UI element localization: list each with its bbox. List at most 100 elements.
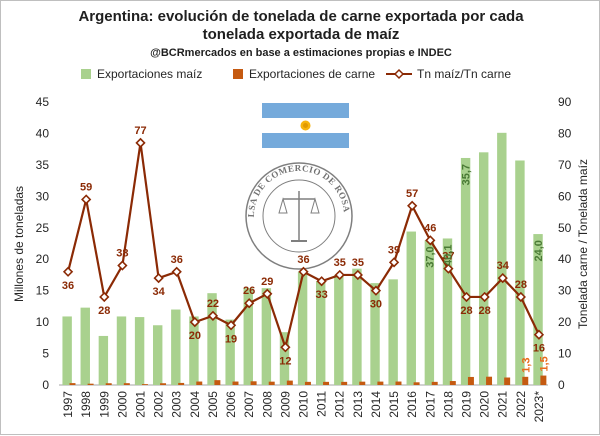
- maize-data-label: 35,7: [461, 164, 473, 185]
- ratio-data-label: 35: [334, 257, 346, 269]
- ratio-point: [189, 316, 200, 328]
- ratio-point: [497, 272, 508, 284]
- maize-bar: [370, 283, 380, 385]
- x-tick-label: 2008: [260, 391, 274, 418]
- x-tick-label: 2007: [242, 391, 256, 418]
- beef-bar: [286, 380, 293, 385]
- beef-bar: [359, 381, 366, 385]
- ratio-point: [425, 235, 436, 246]
- legend-beef-swatch: [233, 69, 243, 79]
- y-axis-title: Millones de toneladas: [12, 186, 26, 302]
- x-tick-label: 2012: [333, 391, 347, 418]
- y2-tick-label: 40: [558, 252, 572, 266]
- beef-bar: [377, 381, 384, 385]
- ratio-point: [515, 291, 526, 303]
- maize-bar: [152, 325, 163, 385]
- ratio-data-label: 77: [134, 125, 146, 137]
- x-tick-label: 2021: [496, 391, 510, 418]
- legend-beef-label: Exportaciones de carne: [249, 67, 375, 81]
- beef-bar: [250, 381, 257, 385]
- y2-tick-label: 70: [558, 158, 572, 172]
- x-tick-label: 2018: [441, 391, 455, 418]
- beef-bar: [232, 381, 239, 385]
- y-tick-label: 10: [36, 315, 50, 329]
- legend: Exportaciones maíz Exportaciones de carn…: [81, 67, 511, 81]
- ratio-data-label: 28: [478, 305, 490, 317]
- x-tick-label: 2004: [188, 391, 202, 418]
- y2-axis-title: Tonelada carne / Tonelada maíz: [576, 159, 590, 329]
- ratio-data-label: 36: [297, 254, 309, 266]
- y2-tick-label: 60: [558, 189, 572, 203]
- bars: [62, 132, 547, 385]
- beef-bar: [395, 381, 402, 385]
- ratio-data-label: 28: [460, 305, 472, 317]
- maize-bar: [62, 316, 72, 385]
- beef-bar: [123, 383, 130, 385]
- maize-bar: [116, 316, 127, 385]
- beef-bar: [540, 375, 547, 385]
- ratio-point: [352, 269, 363, 281]
- ratio-point: [62, 266, 74, 277]
- beef-data-label: 1,3: [520, 358, 532, 373]
- ratio-point: [135, 137, 146, 149]
- ratio-data-label: 16: [533, 343, 545, 355]
- y-tick-label: 40: [36, 126, 50, 140]
- maize-bar: [315, 281, 326, 385]
- maize-data-label: 37,0: [424, 246, 436, 267]
- ratio-point: [225, 320, 237, 331]
- ratio-data-label: 59: [80, 181, 92, 193]
- ratio-data-label: 28: [98, 305, 110, 317]
- ratio-point: [533, 329, 545, 340]
- beef-bar: [522, 376, 529, 385]
- ratio-point: [479, 291, 490, 303]
- y-tick-label: 15: [36, 284, 50, 298]
- maize-bar: [388, 279, 398, 385]
- beef-bar: [467, 376, 474, 385]
- ratio-data-label: 37: [442, 251, 454, 263]
- maize-bar: [424, 240, 435, 385]
- data-labels: 36 59 28 38 77 34 36 20 22 19 26 29 12 36 33 35 35 30 39 57…: [62, 125, 551, 373]
- y2-tick-label: 0: [558, 378, 565, 392]
- maize-bar: [189, 316, 199, 385]
- argentina-flag-icon: [262, 103, 349, 148]
- beef-bar: [87, 383, 94, 385]
- maize-bar: [171, 309, 181, 385]
- x-tick-label: 2020: [478, 391, 492, 418]
- ratio-data-label: 38: [116, 248, 128, 260]
- x-tick-label: 1997: [61, 391, 75, 418]
- maize-bar: [225, 319, 235, 385]
- ratio-point: [207, 310, 219, 321]
- x-tick-label: 2014: [369, 391, 383, 418]
- y-tick-label: 5: [42, 347, 49, 361]
- beef-bar: [341, 381, 348, 385]
- ratio-point: [153, 272, 164, 284]
- ratio-data-label: 20: [189, 330, 201, 342]
- ratio-point: [262, 288, 273, 299]
- y2-tick-label: 30: [558, 284, 572, 298]
- maize-bar: [261, 288, 272, 385]
- x-tick-label: 2000: [115, 391, 129, 418]
- maize-bar: [80, 307, 90, 385]
- ratio-data-label: 36: [62, 280, 74, 292]
- maize-bar: [243, 288, 253, 385]
- ratio-data-label: 35: [352, 257, 364, 269]
- ratio-point: [334, 269, 345, 281]
- maize-bar: [460, 157, 471, 385]
- maize-bar: [98, 335, 109, 385]
- x-tick-label: 1999: [97, 391, 111, 418]
- legend-ratio-marker: [393, 68, 405, 80]
- ratio-point: [461, 291, 472, 303]
- x-tick-label: 2022: [514, 391, 528, 418]
- ratio-point: [81, 194, 92, 205]
- beef-data-label: 1,5: [538, 356, 550, 371]
- ratio-data-label: 46: [424, 222, 436, 234]
- x-tick-label: 2015: [387, 391, 401, 418]
- x-tick-label: 2002: [152, 391, 166, 418]
- beef-bar: [449, 381, 456, 385]
- ratio-point: [298, 266, 309, 277]
- chart-title-line2: tonelada exportada de maíz: [203, 26, 400, 43]
- x-tick-label: 2017: [423, 391, 437, 418]
- ratio-point: [171, 266, 182, 277]
- x-tick-label: 2009: [278, 391, 292, 418]
- beef-bar: [268, 381, 275, 385]
